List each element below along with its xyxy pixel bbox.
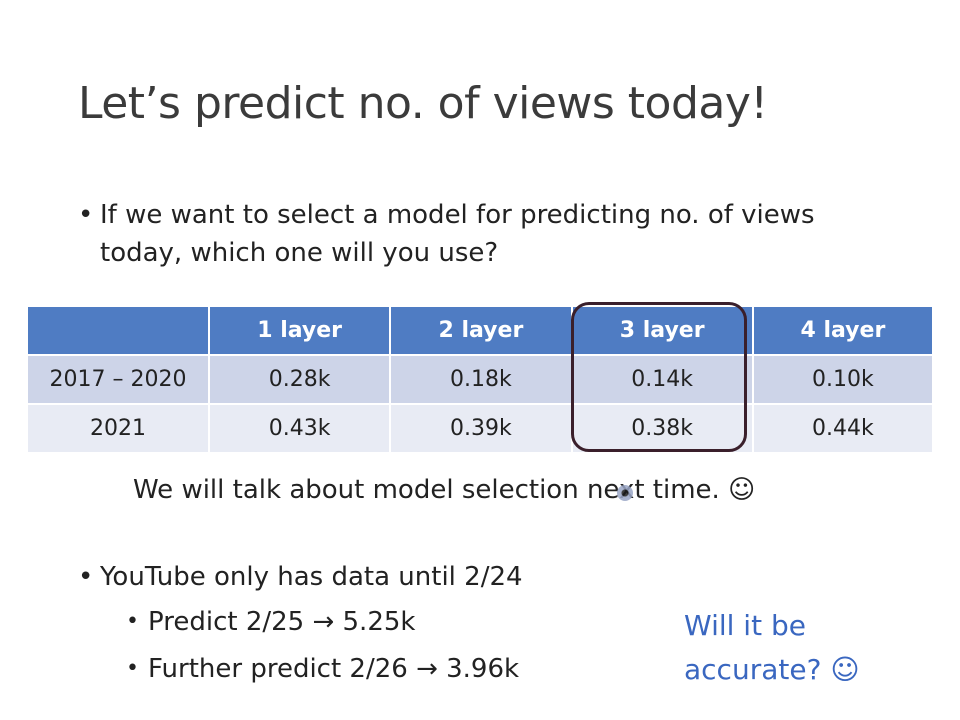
table-header-row: 1 layer 2 layer 3 layer 4 layer <box>28 307 932 355</box>
bullet-question: • If we want to select a model for predi… <box>78 196 880 272</box>
table-cell: 0.28k <box>207 354 391 404</box>
table-row: 2017 – 2020 0.28k 0.18k 0.14k 0.10k <box>28 354 932 404</box>
highlight-3-layer-box <box>571 302 747 452</box>
table-header-4-layer: 4 layer <box>751 307 932 355</box>
results-table: 1 layer 2 layer 3 layer 4 layer 2017 – 2… <box>28 307 932 452</box>
pointer-cursor-icon <box>617 485 633 501</box>
table-header-1-layer: 1 layer <box>207 307 391 355</box>
table-cell: 0.38k <box>570 403 753 452</box>
model-selection-note: We will talk about model selection next … <box>133 475 756 505</box>
table-cell: 0.18k <box>389 354 572 404</box>
table-header-2-layer: 2 layer <box>389 307 572 355</box>
table-cell: 0.10k <box>751 354 932 404</box>
sub-bullet-predict: • Predict 2/25 → 5.25k <box>126 603 416 641</box>
table-header-3-layer: 3 layer <box>570 307 753 355</box>
row-label: 2017 – 2020 <box>28 354 209 404</box>
sub-bullet-dot: • <box>126 656 139 681</box>
bullet-youtube-text: YouTube only has data until 2/24 <box>100 562 523 592</box>
sub-bullet-further-predict: • Further predict 2/26 → 3.96k <box>126 650 520 688</box>
slide-title: Let’s predict no. of views today! <box>78 78 768 129</box>
accuracy-question-line2: accurate? ☺ <box>684 653 860 686</box>
bullet-dot: • <box>78 200 94 230</box>
accuracy-question-line1: Will it be <box>684 609 806 642</box>
table-cell: 0.39k <box>389 403 572 452</box>
bullet-question-text: If we want to select a model for predict… <box>100 200 815 268</box>
row-label: 2021 <box>28 403 209 452</box>
sub-bullet-further-predict-text: Further predict 2/26 → 3.96k <box>148 654 520 684</box>
bullet-dot: • <box>78 562 94 592</box>
table-row: 2021 0.43k 0.39k 0.38k 0.44k <box>28 403 932 452</box>
bullet-youtube: • YouTube only has data until 2/24 <box>78 558 523 596</box>
table-header-corner <box>28 307 209 355</box>
accuracy-question: Will it be accurate? ☺ <box>684 604 860 692</box>
sub-bullet-predict-text: Predict 2/25 → 5.25k <box>148 607 416 637</box>
table-cell: 0.43k <box>207 403 391 452</box>
table-cell: 0.14k <box>570 354 753 404</box>
sub-bullet-dot: • <box>126 609 139 634</box>
table-cell: 0.44k <box>751 403 932 452</box>
